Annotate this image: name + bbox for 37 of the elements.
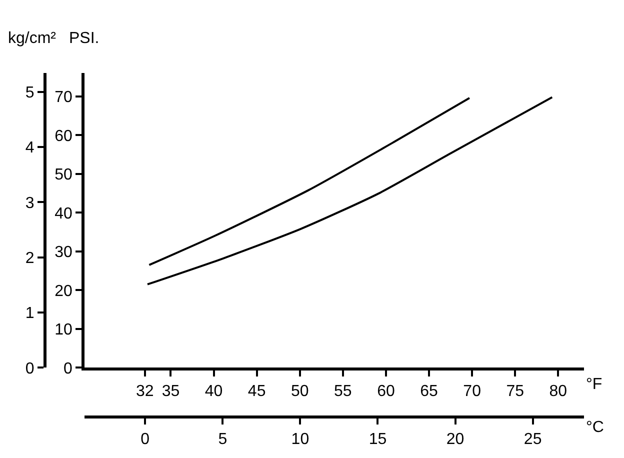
x-tick-label: 35 <box>162 382 180 400</box>
y-tick-label: 10 <box>54 322 73 338</box>
x-tick-label: 75 <box>506 382 524 400</box>
y-tick-label: 70 <box>54 89 73 106</box>
y2-tick-label: 4 <box>25 140 34 157</box>
y2-tick-label: 5 <box>25 84 34 102</box>
line-series <box>146 96 554 286</box>
x2-tick-label: 25 <box>524 430 542 448</box>
x-tick-label: 40 <box>204 382 223 400</box>
x-tick-label: 50 <box>290 382 309 400</box>
y2-tick-label: 2 <box>25 250 34 267</box>
x2-tick-label: 15 <box>368 430 387 448</box>
x-tick-label: 55 <box>334 382 352 400</box>
x2-tick-label: 0 <box>140 430 150 448</box>
y-tick-label: 30 <box>54 244 73 262</box>
x-tick-label: 45 <box>248 382 266 400</box>
x-tick-label: 80 <box>549 382 568 400</box>
x2-tick-label: 5 <box>218 430 228 448</box>
x2-tick-label: 10 <box>291 430 310 448</box>
y2-tick-label: 1 <box>25 305 34 322</box>
x-axis-title: °F <box>586 376 602 393</box>
x-tick-label: 60 <box>377 382 395 400</box>
x-tick-label: 32 <box>136 382 154 400</box>
y-tick-label: 40 <box>54 205 73 222</box>
y2-tick-label: 3 <box>25 194 34 212</box>
x-tick-label: 65 <box>420 382 438 400</box>
x2-axis-title: °C <box>586 419 604 436</box>
y-tick-label: 20 <box>54 282 73 300</box>
y-tick-label: 0 <box>64 360 73 378</box>
y2-axis-title: kg/cm² <box>8 30 57 47</box>
y-axis-title: PSI. <box>69 30 100 47</box>
x2-tick-label: 20 <box>446 430 464 448</box>
line-series <box>148 96 470 266</box>
y-tick-label: 60 <box>54 128 73 145</box>
y2-tick-label: 0 <box>25 360 34 378</box>
x-tick-label: 70 <box>463 382 482 400</box>
y-tick-label: 50 <box>54 166 73 184</box>
